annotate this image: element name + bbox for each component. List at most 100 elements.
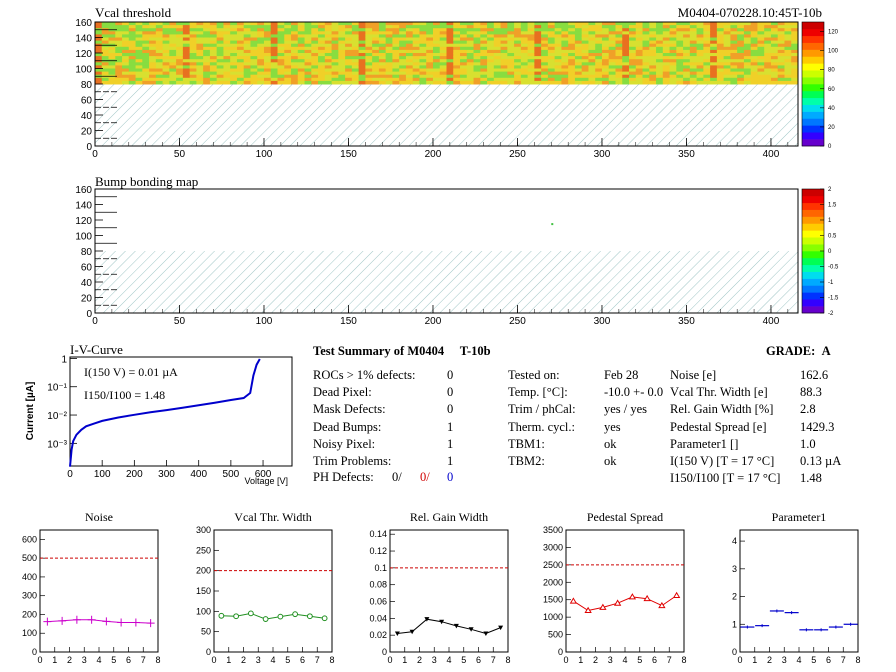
- small-x-tick-label: 7: [491, 655, 496, 665]
- heat-cell: [250, 46, 258, 51]
- heat-cell: [750, 31, 758, 35]
- heat-cell: [101, 46, 110, 51]
- heat-cell: [338, 56, 346, 60]
- heat-cell: [642, 49, 650, 54]
- heat-cell: [757, 25, 765, 29]
- heat-cell: [108, 77, 116, 82]
- heat-cell: [378, 56, 387, 60]
- heat-cell: [155, 77, 164, 82]
- heat-cell: [142, 22, 150, 26]
- heat-cell: [466, 62, 475, 66]
- heat-cell: [696, 74, 704, 79]
- small-x-tick-label: 3: [82, 655, 87, 665]
- heat-cell: [460, 34, 468, 38]
- heat-cell: [263, 34, 272, 38]
- heat-cell: [534, 68, 542, 73]
- y-tick-label: 160: [75, 18, 92, 29]
- heat-cell: [629, 49, 637, 54]
- heat-cell: [676, 49, 684, 54]
- heat-cell: [270, 74, 279, 79]
- heat-cell: [473, 28, 481, 32]
- heat-cell: [270, 31, 279, 35]
- heat-cell: [385, 25, 393, 29]
- colorbar-cell: [802, 278, 824, 286]
- series-line: [397, 618, 501, 635]
- heat-cell: [243, 65, 251, 69]
- heat-cell: [358, 34, 366, 38]
- heat-cell: [723, 46, 731, 51]
- heat-cell: [351, 56, 360, 60]
- heat-cell: [243, 40, 251, 45]
- heat-cell: [784, 43, 792, 48]
- heat-cell: [460, 77, 468, 82]
- heat-cell: [541, 34, 549, 38]
- heat-cell: [338, 37, 346, 42]
- heat-cell: [453, 59, 461, 63]
- heat-cell: [568, 43, 576, 48]
- heat-cell: [365, 34, 373, 38]
- heat-cell: [770, 34, 779, 38]
- data-point: [409, 629, 415, 635]
- heat-cell: [95, 37, 103, 42]
- heat-cell: [405, 68, 414, 73]
- heat-cell: [683, 28, 691, 32]
- heat-cell: [358, 62, 366, 66]
- heat-cell: [95, 25, 103, 29]
- heat-cell: [622, 31, 630, 35]
- colorbar-cell: [802, 271, 824, 279]
- heat-cell: [378, 77, 387, 82]
- heat-cell: [554, 49, 562, 54]
- heat-cell: [554, 28, 562, 32]
- heat-cell: [263, 68, 272, 73]
- heat-cell: [635, 68, 644, 73]
- heat-cell: [730, 56, 738, 60]
- heat-cell: [311, 49, 319, 54]
- x-tick-label: 0: [92, 149, 98, 160]
- heat-cell: [520, 59, 529, 63]
- heat-cell: [223, 43, 231, 48]
- summary-value-left: 1: [447, 454, 454, 468]
- heat-cell: [297, 43, 306, 48]
- heat-cell: [588, 65, 596, 69]
- heat-cell: [683, 46, 691, 51]
- heat-cell: [405, 59, 414, 63]
- heat-cell: [764, 59, 772, 63]
- heat-cell: [784, 31, 792, 35]
- iv-y-tick-label: 1: [61, 354, 67, 365]
- heat-cell: [703, 40, 711, 45]
- heat-cell: [115, 34, 123, 38]
- heat-cell: [270, 25, 279, 29]
- heat-cell: [791, 31, 799, 35]
- heat-cell: [710, 34, 718, 38]
- heat-cell: [737, 74, 745, 79]
- heat-cell: [230, 71, 238, 76]
- heat-cell: [378, 28, 387, 32]
- heat-cell: [378, 37, 387, 42]
- heat-cell: [534, 37, 542, 42]
- data-point: [643, 594, 651, 602]
- heat-cell: [392, 31, 400, 35]
- x-tick-label: 150: [340, 316, 357, 327]
- heat-cell: [588, 46, 596, 51]
- heat-cell: [466, 28, 475, 32]
- heat-cell: [351, 22, 360, 26]
- heat-cell: [737, 28, 745, 32]
- small-y-tick-label: 500: [22, 553, 37, 563]
- heat-cell: [128, 49, 137, 54]
- heat-cell: [710, 65, 718, 69]
- heat-cell: [236, 65, 245, 69]
- heat-cell: [737, 46, 745, 51]
- heat-cell: [689, 74, 698, 79]
- small-x-tick-label: 6: [300, 655, 305, 665]
- heat-cell: [689, 77, 698, 82]
- heat-cell: [304, 43, 312, 48]
- heat-cell: [493, 31, 502, 35]
- heat-cell: [541, 43, 549, 48]
- heat-cell: [514, 46, 522, 51]
- heat-cell: [656, 53, 664, 57]
- heat-cell: [683, 31, 691, 35]
- heat-cell: [412, 40, 420, 45]
- heat-cell: [507, 37, 515, 42]
- heat-cell: [642, 40, 650, 45]
- heat-cell: [135, 77, 143, 82]
